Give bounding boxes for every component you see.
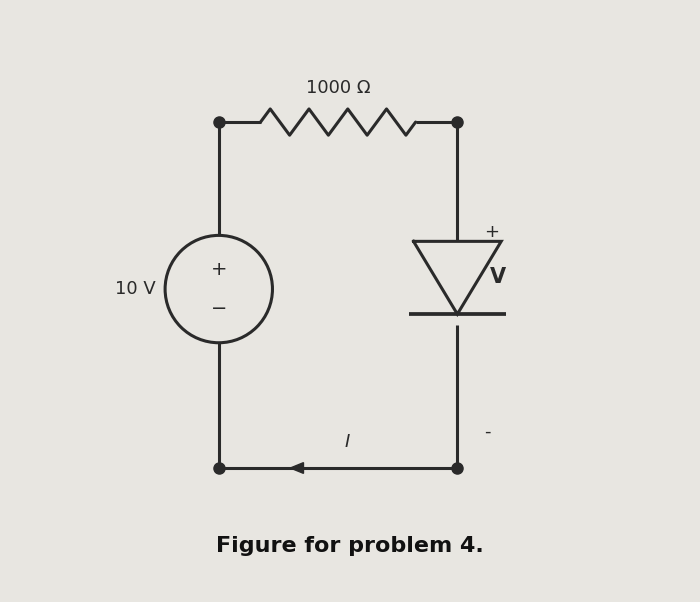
Text: V: V — [490, 267, 506, 287]
Polygon shape — [414, 241, 501, 314]
Text: I: I — [344, 433, 349, 452]
Text: −: − — [211, 299, 227, 318]
Text: Figure for problem 4.: Figure for problem 4. — [216, 536, 484, 556]
Text: +: + — [484, 223, 499, 241]
Text: 10 V: 10 V — [116, 280, 156, 298]
FancyArrow shape — [290, 462, 368, 473]
Text: +: + — [211, 261, 227, 279]
Text: -: - — [484, 423, 491, 441]
Text: 1000 Ω: 1000 Ω — [306, 79, 370, 97]
